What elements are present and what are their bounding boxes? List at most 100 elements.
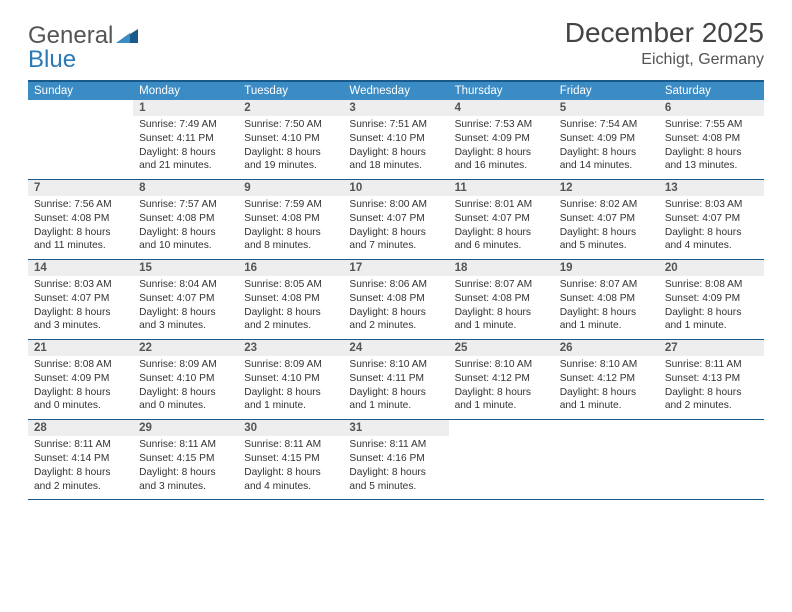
sunrise-text: Sunrise: 8:11 AM: [34, 438, 127, 452]
day-cell: 9Sunrise: 7:59 AMSunset: 4:08 PMDaylight…: [238, 180, 343, 259]
sunset-text: Sunset: 4:08 PM: [139, 212, 232, 226]
dow-friday: Friday: [554, 82, 659, 100]
day-number: 26: [554, 340, 659, 356]
day-number: 24: [343, 340, 448, 356]
sunset-text: Sunset: 4:12 PM: [560, 372, 653, 386]
calendar-page: General Blue December 2025 Eichigt, Germ…: [0, 0, 792, 500]
day-number: 30: [238, 420, 343, 436]
daylight-text: Daylight: 8 hours and 1 minute.: [349, 386, 442, 414]
day-cell: 15Sunrise: 8:04 AMSunset: 4:07 PMDayligh…: [133, 260, 238, 339]
day-details: Sunrise: 8:10 AMSunset: 4:12 PMDaylight:…: [449, 356, 554, 413]
daylight-text: Daylight: 8 hours and 13 minutes.: [665, 146, 758, 174]
day-details: Sunrise: 8:11 AMSunset: 4:15 PMDaylight:…: [238, 436, 343, 493]
day-cell: 19Sunrise: 8:07 AMSunset: 4:08 PMDayligh…: [554, 260, 659, 339]
dow-saturday: Saturday: [659, 82, 764, 100]
sunset-text: Sunset: 4:08 PM: [34, 212, 127, 226]
day-number: 27: [659, 340, 764, 356]
sunset-text: Sunset: 4:11 PM: [139, 132, 232, 146]
daylight-text: Daylight: 8 hours and 11 minutes.: [34, 226, 127, 254]
logo-word1: General: [28, 22, 113, 49]
dow-tuesday: Tuesday: [238, 82, 343, 100]
daylight-text: Daylight: 8 hours and 5 minutes.: [349, 466, 442, 494]
day-details: Sunrise: 8:09 AMSunset: 4:10 PMDaylight:…: [238, 356, 343, 413]
day-number: 29: [133, 420, 238, 436]
day-cell: 31Sunrise: 8:11 AMSunset: 4:16 PMDayligh…: [343, 420, 448, 499]
week-row: 21Sunrise: 8:08 AMSunset: 4:09 PMDayligh…: [28, 340, 764, 420]
day-number: 8: [133, 180, 238, 196]
sunrise-text: Sunrise: 7:51 AM: [349, 118, 442, 132]
week-row: 28Sunrise: 8:11 AMSunset: 4:14 PMDayligh…: [28, 420, 764, 500]
daylight-text: Daylight: 8 hours and 2 minutes.: [349, 306, 442, 334]
day-details: Sunrise: 7:51 AMSunset: 4:10 PMDaylight:…: [343, 116, 448, 173]
daylight-text: Daylight: 8 hours and 4 minutes.: [665, 226, 758, 254]
dow-wednesday: Wednesday: [343, 82, 448, 100]
daylight-text: Daylight: 8 hours and 3 minutes.: [139, 306, 232, 334]
week-row: 14Sunrise: 8:03 AMSunset: 4:07 PMDayligh…: [28, 260, 764, 340]
sunset-text: Sunset: 4:07 PM: [560, 212, 653, 226]
dow-thursday: Thursday: [449, 82, 554, 100]
day-number: 1: [133, 100, 238, 116]
day-number: 5: [554, 100, 659, 116]
daylight-text: Daylight: 8 hours and 5 minutes.: [560, 226, 653, 254]
day-details: Sunrise: 8:10 AMSunset: 4:11 PMDaylight:…: [343, 356, 448, 413]
sunrise-text: Sunrise: 7:55 AM: [665, 118, 758, 132]
day-number: 9: [238, 180, 343, 196]
day-cell: 14Sunrise: 8:03 AMSunset: 4:07 PMDayligh…: [28, 260, 133, 339]
daylight-text: Daylight: 8 hours and 10 minutes.: [139, 226, 232, 254]
day-details: Sunrise: 8:11 AMSunset: 4:15 PMDaylight:…: [133, 436, 238, 493]
sunset-text: Sunset: 4:07 PM: [34, 292, 127, 306]
daylight-text: Daylight: 8 hours and 1 minute.: [560, 306, 653, 334]
day-cell: 25Sunrise: 8:10 AMSunset: 4:12 PMDayligh…: [449, 340, 554, 419]
sunrise-text: Sunrise: 8:07 AM: [455, 278, 548, 292]
daylight-text: Daylight: 8 hours and 1 minute.: [455, 306, 548, 334]
day-cell: 5Sunrise: 7:54 AMSunset: 4:09 PMDaylight…: [554, 100, 659, 179]
day-number: 17: [343, 260, 448, 276]
day-details: Sunrise: 7:50 AMSunset: 4:10 PMDaylight:…: [238, 116, 343, 173]
day-number: 21: [28, 340, 133, 356]
day-cell: 21Sunrise: 8:08 AMSunset: 4:09 PMDayligh…: [28, 340, 133, 419]
day-details: Sunrise: 8:09 AMSunset: 4:10 PMDaylight:…: [133, 356, 238, 413]
sunrise-text: Sunrise: 8:03 AM: [665, 198, 758, 212]
sunrise-text: Sunrise: 8:11 AM: [665, 358, 758, 372]
day-cell: 17Sunrise: 8:06 AMSunset: 4:08 PMDayligh…: [343, 260, 448, 339]
daylight-text: Daylight: 8 hours and 14 minutes.: [560, 146, 653, 174]
day-details: Sunrise: 7:56 AMSunset: 4:08 PMDaylight:…: [28, 196, 133, 253]
daylight-text: Daylight: 8 hours and 16 minutes.: [455, 146, 548, 174]
day-details: Sunrise: 8:03 AMSunset: 4:07 PMDaylight:…: [659, 196, 764, 253]
daylight-text: Daylight: 8 hours and 21 minutes.: [139, 146, 232, 174]
logo-flag-icon: [116, 29, 138, 43]
day-cell: 27Sunrise: 8:11 AMSunset: 4:13 PMDayligh…: [659, 340, 764, 419]
day-details: Sunrise: 8:00 AMSunset: 4:07 PMDaylight:…: [343, 196, 448, 253]
sunset-text: Sunset: 4:10 PM: [244, 132, 337, 146]
day-cell: [554, 420, 659, 499]
sunrise-text: Sunrise: 8:01 AM: [455, 198, 548, 212]
daylight-text: Daylight: 8 hours and 1 minute.: [244, 386, 337, 414]
daylight-text: Daylight: 8 hours and 1 minute.: [455, 386, 548, 414]
daylight-text: Daylight: 8 hours and 19 minutes.: [244, 146, 337, 174]
day-cell: 23Sunrise: 8:09 AMSunset: 4:10 PMDayligh…: [238, 340, 343, 419]
sunrise-text: Sunrise: 8:10 AM: [349, 358, 442, 372]
sunrise-text: Sunrise: 7:57 AM: [139, 198, 232, 212]
sunrise-text: Sunrise: 7:50 AM: [244, 118, 337, 132]
day-details: Sunrise: 8:08 AMSunset: 4:09 PMDaylight:…: [28, 356, 133, 413]
sunset-text: Sunset: 4:16 PM: [349, 452, 442, 466]
day-details: Sunrise: 8:02 AMSunset: 4:07 PMDaylight:…: [554, 196, 659, 253]
sunset-text: Sunset: 4:09 PM: [560, 132, 653, 146]
daylight-text: Daylight: 8 hours and 2 minutes.: [244, 306, 337, 334]
day-cell: 12Sunrise: 8:02 AMSunset: 4:07 PMDayligh…: [554, 180, 659, 259]
day-details: Sunrise: 8:06 AMSunset: 4:08 PMDaylight:…: [343, 276, 448, 333]
day-cell: 29Sunrise: 8:11 AMSunset: 4:15 PMDayligh…: [133, 420, 238, 499]
dow-sunday: Sunday: [28, 82, 133, 100]
day-cell: 3Sunrise: 7:51 AMSunset: 4:10 PMDaylight…: [343, 100, 448, 179]
day-number: 6: [659, 100, 764, 116]
day-number: 31: [343, 420, 448, 436]
location: Eichigt, Germany: [565, 51, 764, 69]
daylight-text: Daylight: 8 hours and 1 minute.: [665, 306, 758, 334]
day-details: Sunrise: 8:07 AMSunset: 4:08 PMDaylight:…: [554, 276, 659, 333]
sunset-text: Sunset: 4:10 PM: [244, 372, 337, 386]
day-cell: [28, 100, 133, 179]
sunset-text: Sunset: 4:07 PM: [139, 292, 232, 306]
day-details: Sunrise: 7:54 AMSunset: 4:09 PMDaylight:…: [554, 116, 659, 173]
sunset-text: Sunset: 4:08 PM: [665, 132, 758, 146]
sunset-text: Sunset: 4:07 PM: [349, 212, 442, 226]
